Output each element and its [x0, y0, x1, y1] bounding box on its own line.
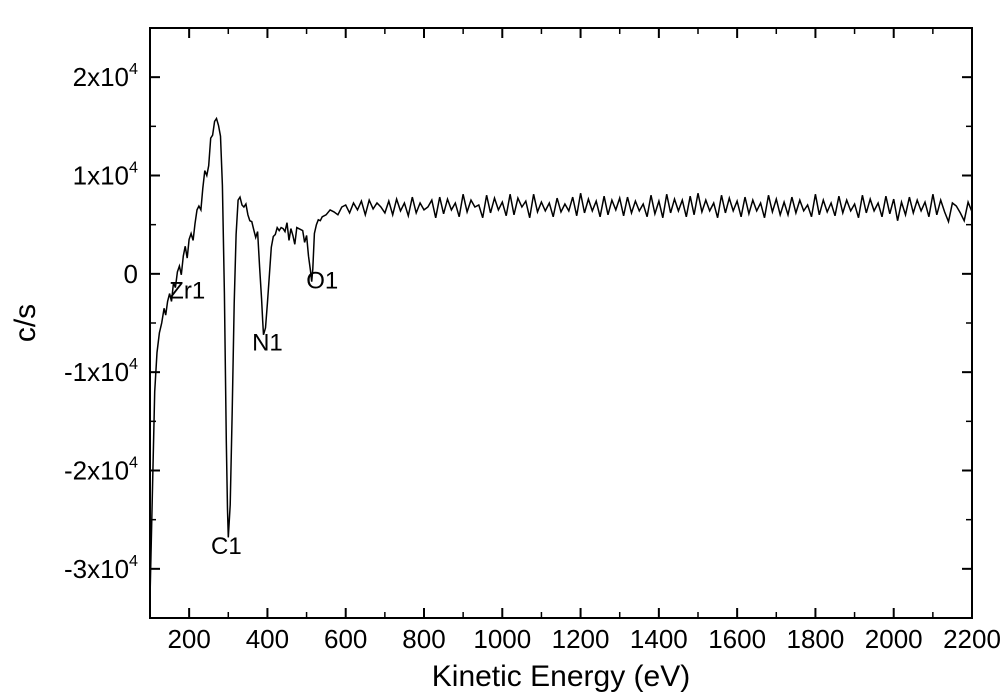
svg-text:2200: 2200: [943, 624, 1000, 654]
svg-text:1800: 1800: [787, 624, 845, 654]
svg-text:-3x104: -3x104: [64, 552, 138, 584]
svg-text:2x104: 2x104: [73, 60, 138, 92]
svg-text:800: 800: [402, 624, 445, 654]
svg-text:Zr1: Zr1: [169, 277, 205, 304]
svg-text:1200: 1200: [552, 624, 610, 654]
svg-text:c/s: c/s: [9, 304, 42, 342]
svg-text:N1: N1: [252, 330, 283, 357]
spectrum-chart: 200 400 600 800 1000 1200 1400 1600 1800 2000 2200…: [0, 0, 1000, 700]
svg-text:C1: C1: [211, 533, 242, 560]
svg-text:1x104: 1x104: [73, 159, 138, 191]
svg-text:-2x104: -2x104: [64, 454, 138, 486]
svg-text:2000: 2000: [865, 624, 923, 654]
svg-text:600: 600: [324, 624, 367, 654]
svg-text:400: 400: [246, 624, 289, 654]
svg-text:O1: O1: [306, 268, 338, 295]
svg-text:Kinetic Energy (eV): Kinetic Energy (eV): [432, 660, 690, 693]
svg-text:0: 0: [124, 259, 138, 289]
svg-text:1600: 1600: [708, 624, 766, 654]
svg-text:200: 200: [167, 624, 210, 654]
svg-text:-1x104: -1x104: [64, 355, 138, 387]
svg-text:1400: 1400: [630, 624, 688, 654]
svg-text:1000: 1000: [473, 624, 531, 654]
